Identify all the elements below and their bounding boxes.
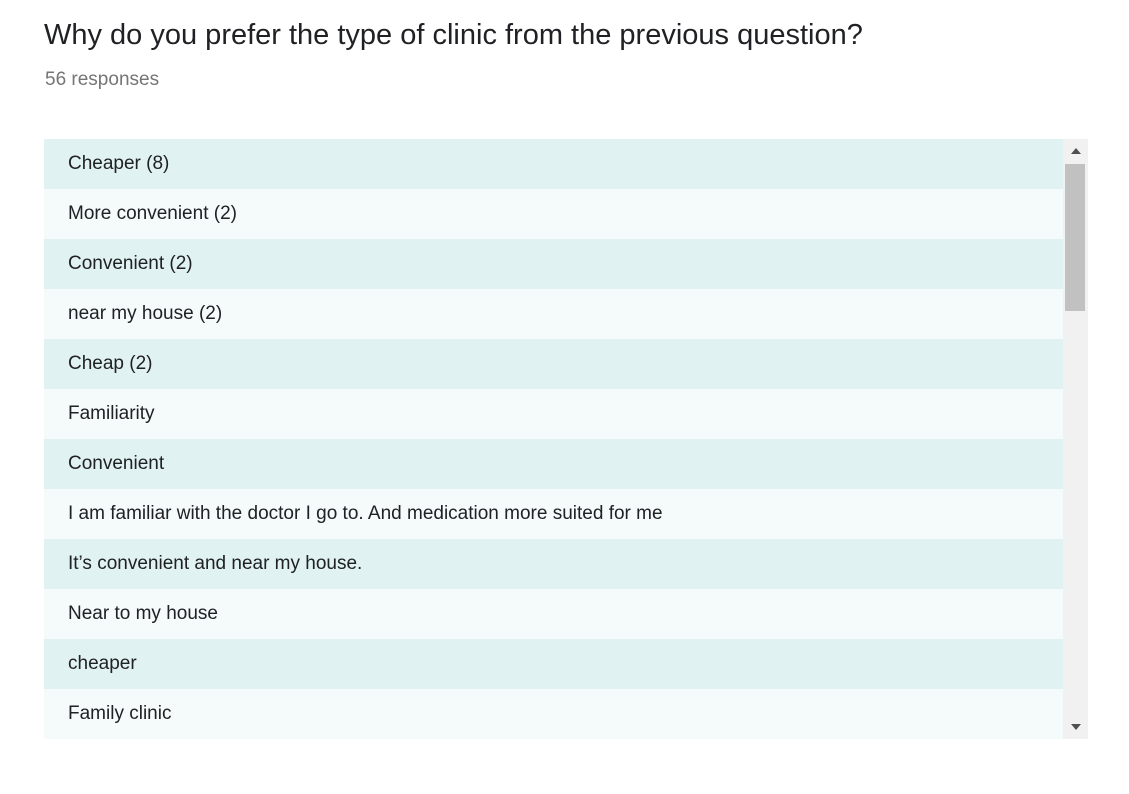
response-row: Cheap (2) [44,339,1063,389]
response-row: Cheaper (8) [44,139,1063,189]
triangle-down-icon [1070,724,1081,730]
response-row: It’s convenient and near my house. [44,539,1063,589]
scroll-thumb[interactable] [1065,164,1085,311]
response-row: Family clinic [44,689,1063,739]
response-row: Familiarity [44,389,1063,439]
response-row: More convenient (2) [44,189,1063,239]
response-row: I am familiar with the doctor I go to. A… [44,489,1063,539]
scroll-down-button[interactable] [1063,715,1088,739]
question-title: Why do you prefer the type of clinic fro… [44,19,863,51]
response-row: cheaper [44,639,1063,689]
response-row: near my house (2) [44,289,1063,339]
response-row: Near to my house [44,589,1063,639]
triangle-up-icon [1070,148,1081,154]
response-row: Convenient [44,439,1063,489]
response-count: 56 responses [45,69,160,90]
scroll-up-button[interactable] [1063,139,1088,163]
response-row: Convenient (2) [44,239,1063,289]
responses-list: Cheaper (8) More convenient (2) Convenie… [44,139,1063,739]
responses-panel[interactable]: Cheaper (8) More convenient (2) Convenie… [44,139,1088,739]
vertical-scrollbar[interactable] [1063,139,1088,739]
